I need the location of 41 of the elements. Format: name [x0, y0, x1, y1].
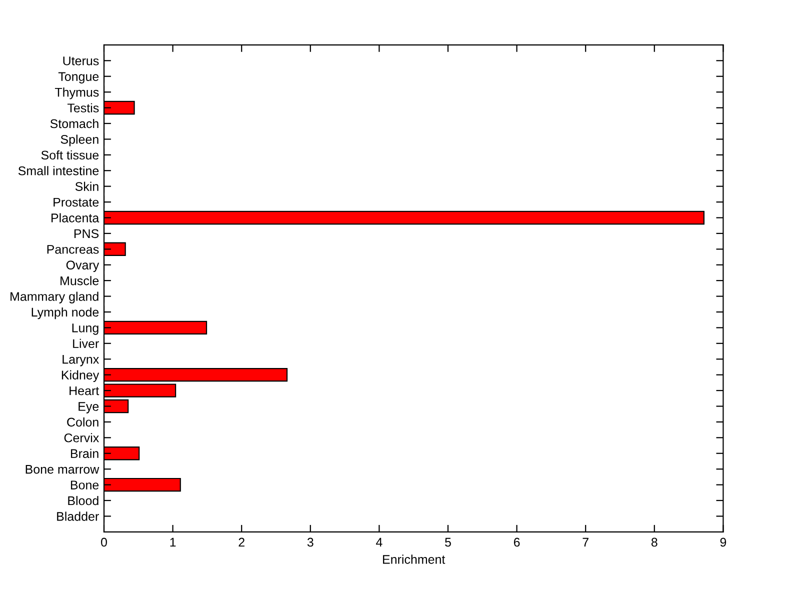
- x-tick-label: 3: [307, 538, 314, 547]
- y-tick-label: Ovary: [66, 260, 100, 272]
- y-tick-label: Cervix: [64, 433, 100, 442]
- y-tick-label: Colon: [67, 417, 98, 427]
- y-tick-label: Brain: [70, 448, 98, 458]
- x-tick-label: 0: [101, 538, 107, 547]
- y-tick-label: Heart: [70, 386, 100, 396]
- y-tick-label: Muscle: [60, 276, 99, 286]
- y-tick-label: Lung: [72, 324, 98, 335]
- y-tick-label: Skin: [75, 182, 98, 191]
- y-tick-label: Bone marrow: [26, 465, 100, 474]
- y-tick-label: Stomach: [50, 118, 98, 128]
- y-tick-label: Placenta: [52, 213, 100, 222]
- y-tick-label: Kidney: [62, 370, 100, 382]
- y-tick-label: Mammary gland: [10, 292, 98, 304]
- x-tick-label: 4: [376, 538, 382, 547]
- x-tick-label: 5: [445, 538, 451, 547]
- x-tick-label: 6: [514, 538, 520, 547]
- y-tick-label: Bladder: [57, 512, 99, 521]
- y-tick-label: Tongue: [58, 72, 99, 84]
- y-tick-label: Larynx: [62, 355, 100, 366]
- x-tick-label: 8: [651, 538, 658, 547]
- y-tick-label: Soft tissue: [41, 150, 99, 160]
- y-tick-label: Testis: [67, 103, 99, 112]
- x-tick-label: 2: [238, 538, 244, 547]
- x-tick-label: 1: [170, 538, 176, 547]
- x-tick-label: 9: [720, 538, 726, 547]
- y-tick-label: Blood: [68, 496, 98, 506]
- y-tick-label: PNS: [74, 229, 99, 238]
- y-tick-label: Spleen: [60, 134, 98, 146]
- y-tick-label: Bone: [70, 480, 99, 490]
- y-tick-label: Uterus: [63, 56, 99, 66]
- y-tick-label: Prostate: [54, 198, 99, 207]
- y-tick-label: Liver: [73, 338, 99, 348]
- y-tick-label: Lymph node: [32, 307, 99, 320]
- x-axis-title: Enrichment: [383, 554, 446, 564]
- y-tick-label: Small intestine: [18, 166, 99, 176]
- x-tick-label: 7: [582, 538, 588, 547]
- y-tick-label: Eye: [78, 402, 99, 414]
- y-tick-label: Pancreas: [47, 245, 99, 254]
- y-tick-label: Thymus: [54, 88, 99, 100]
